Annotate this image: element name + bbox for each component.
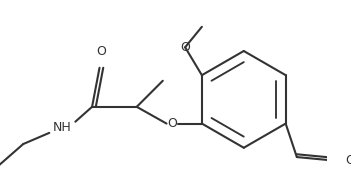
Text: O: O [97, 46, 106, 58]
Text: O: O [180, 41, 190, 54]
Text: NH: NH [53, 121, 72, 134]
Text: O: O [345, 154, 351, 167]
Text: O: O [167, 117, 177, 130]
